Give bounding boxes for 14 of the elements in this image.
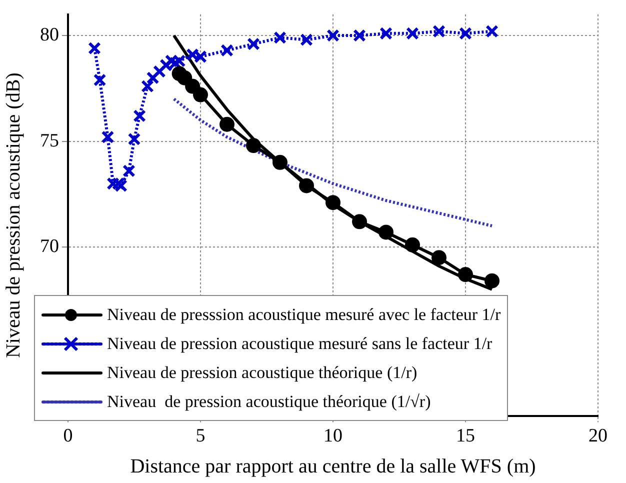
legend-label: Niveau de pression acoustique théorique (1/r) <box>107 362 418 384</box>
legend-label: Niveau de presssion acoustique mesuré avec le facteur 1/r <box>107 304 501 326</box>
y-axis-title: Niveau de pression acoustique (dB) <box>2 72 24 358</box>
y-tick-label: 80 <box>40 24 59 46</box>
y-tick-label: 70 <box>40 236 59 258</box>
x-tick-label: 20 <box>588 426 608 447</box>
x-axis-title: Distance par rapport au centre de la salle WFS (m) <box>130 455 536 478</box>
legend-label: Niveau de pression acoustique théorique (1/√r) <box>107 391 431 413</box>
x-tick-label: 5 <box>196 426 206 447</box>
legend-label: Niveau de pression acoustique mesuré sans le facteur 1/r <box>107 333 492 355</box>
y-tick-label: 75 <box>40 130 59 152</box>
x-tick-label: 10 <box>324 426 342 447</box>
x-tick-label: 0 <box>63 426 73 447</box>
x-tick-label: 15 <box>456 426 475 447</box>
